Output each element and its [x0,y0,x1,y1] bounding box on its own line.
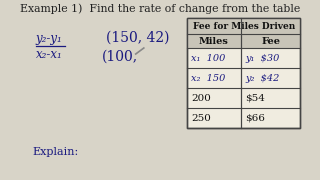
Text: x₁  100: x₁ 100 [191,53,226,62]
Text: y₂  $42: y₂ $42 [245,73,280,82]
Text: Fee: Fee [261,37,280,46]
Text: Explain:: Explain: [32,147,79,157]
Text: x₂-x₁: x₂-x₁ [36,48,63,60]
Text: $66: $66 [245,114,265,123]
Text: x₂  150: x₂ 150 [191,73,226,82]
Bar [187,34,300,48]
Bar [187,18,300,128]
Text: y₁  $30: y₁ $30 [245,53,280,62]
Text: Fee for Miles Driven: Fee for Miles Driven [193,21,295,30]
Text: y₂-y₁: y₂-y₁ [36,31,63,44]
Text: $54: $54 [245,93,265,102]
Text: 250: 250 [191,114,211,123]
Text: Example 1)  Find the rate of change from the table: Example 1) Find the rate of change from … [20,4,300,14]
Text: (150, 42): (150, 42) [106,31,170,45]
Bar [187,18,300,128]
Bar [187,18,300,34]
Text: Miles: Miles [199,37,229,46]
Text: (100,: (100, [101,50,138,64]
Text: 200: 200 [191,93,211,102]
